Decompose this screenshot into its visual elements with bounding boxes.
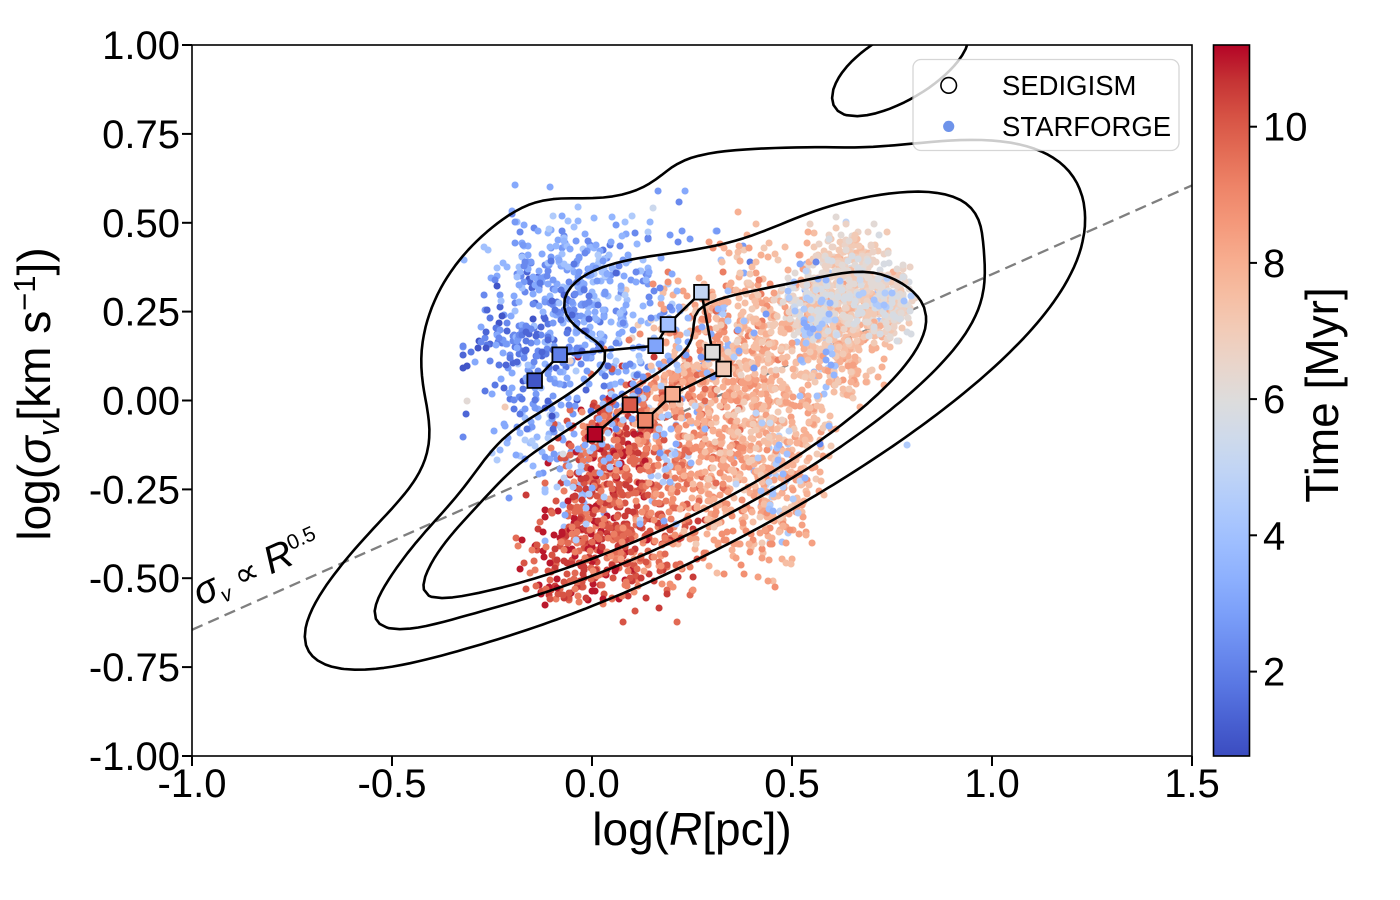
svg-text:6: 6	[1263, 378, 1285, 422]
svg-text:1.00: 1.00	[102, 24, 180, 68]
svg-text:-0.50: -0.50	[89, 557, 180, 601]
svg-text:0.00: 0.00	[102, 380, 180, 424]
svg-text:-0.75: -0.75	[89, 646, 180, 690]
svg-text:-0.25: -0.25	[89, 468, 180, 512]
svg-text:10: 10	[1263, 106, 1308, 150]
svg-text:8: 8	[1263, 242, 1285, 286]
svg-text:log(R[pc]): log(R[pc])	[592, 803, 791, 855]
svg-text:1.0: 1.0	[964, 762, 1020, 806]
svg-text:2: 2	[1263, 651, 1285, 695]
svg-text:Time [Myr]: Time [Myr]	[1296, 287, 1348, 503]
svg-text:-1.00: -1.00	[89, 735, 180, 779]
svg-text:0.0: 0.0	[564, 762, 620, 806]
svg-text:0.50: 0.50	[102, 202, 180, 246]
svg-text:-1.0: -1.0	[158, 762, 227, 806]
svg-text:0.75: 0.75	[102, 113, 180, 157]
svg-text:STARFORGE: STARFORGE	[1002, 111, 1171, 142]
svg-text:SEDIGISM: SEDIGISM	[1002, 70, 1136, 101]
svg-text:0.5: 0.5	[764, 762, 820, 806]
svg-text:4: 4	[1263, 514, 1285, 558]
svg-text:-0.5: -0.5	[358, 762, 427, 806]
svg-text:0.25: 0.25	[102, 291, 180, 335]
svg-text:1.5: 1.5	[1164, 762, 1220, 806]
